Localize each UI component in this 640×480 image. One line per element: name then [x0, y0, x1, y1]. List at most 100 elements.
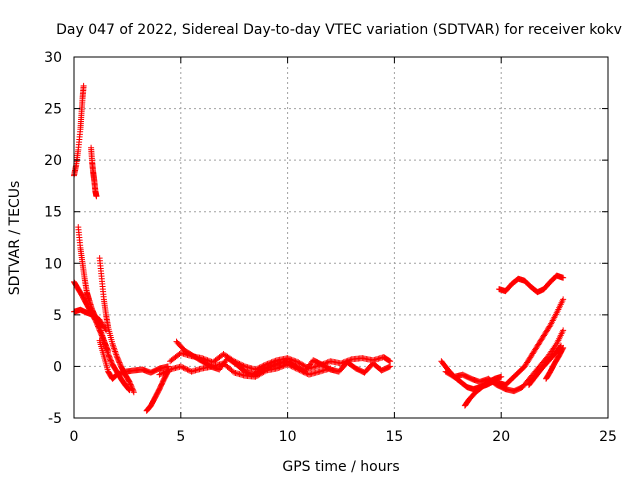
data-point	[184, 366, 191, 373]
data-point	[104, 346, 111, 353]
data-point	[180, 364, 187, 371]
data-point	[96, 326, 103, 333]
data-point	[103, 342, 110, 349]
series-arc-evening-3	[461, 373, 505, 409]
series-arc-early-mid-3	[96, 255, 137, 396]
data-point	[161, 369, 168, 376]
chart-title: Day 047 of 2022, Sidereal Day-to-day VTE…	[56, 22, 622, 38]
data-point	[115, 356, 122, 363]
data-point	[293, 358, 300, 365]
data-point	[103, 327, 110, 334]
data-point	[387, 363, 394, 370]
data-point	[285, 362, 292, 369]
data-point	[271, 358, 278, 365]
data-point	[299, 368, 306, 375]
data-point	[105, 347, 112, 354]
x-tick-label: 10	[279, 429, 297, 445]
data-point	[126, 378, 133, 385]
data-point	[105, 352, 112, 359]
data-point	[99, 335, 106, 342]
data-point	[107, 356, 114, 363]
data-point	[295, 366, 302, 373]
x-tick-label: 20	[492, 429, 510, 445]
data-point	[103, 344, 110, 351]
data-point	[297, 367, 304, 374]
data-point	[163, 368, 170, 375]
data-point	[284, 361, 291, 368]
y-axis-label: SDTVAR / TECUs	[7, 181, 23, 296]
data-point	[296, 367, 303, 374]
data-point	[128, 382, 135, 389]
data-point	[130, 389, 137, 396]
data-point	[292, 358, 299, 365]
data-point	[177, 363, 184, 370]
x-axis-label: GPS time / hours	[282, 459, 399, 475]
data-point	[116, 360, 123, 367]
data-point	[338, 360, 344, 367]
y-tick-label: 20	[44, 153, 62, 169]
data-point	[98, 332, 105, 339]
y-tick-label: 25	[44, 102, 62, 118]
y-tick-label: 15	[44, 205, 62, 221]
data-point	[113, 353, 120, 360]
series-arc-early-high-2	[88, 144, 100, 200]
series-arc-early-low-2	[96, 337, 171, 382]
data-point	[327, 365, 334, 372]
data-point	[93, 193, 100, 200]
y-tick-label: -5	[48, 411, 62, 427]
x-tick-label: 5	[176, 429, 185, 445]
series-arc-early-low-1	[71, 306, 110, 334]
data-point	[275, 364, 282, 371]
data-point	[293, 365, 300, 372]
data-point	[106, 353, 113, 360]
data-point	[301, 369, 308, 376]
y-tick-label: 10	[44, 256, 62, 272]
data-point	[96, 327, 103, 334]
data-point	[100, 336, 107, 343]
data-point	[300, 369, 307, 376]
data-point	[93, 320, 100, 327]
series-arc-evening-5	[543, 344, 567, 382]
data-point	[101, 338, 108, 345]
data-point	[560, 296, 567, 303]
data-point	[386, 363, 393, 370]
data-point	[129, 385, 136, 392]
data-point	[185, 367, 192, 374]
data-point	[94, 322, 101, 329]
data-point	[95, 323, 102, 330]
y-tick-label: 5	[53, 308, 62, 324]
data-point	[127, 380, 134, 387]
data-point	[273, 365, 280, 372]
data-point	[261, 368, 268, 375]
data-point	[98, 331, 105, 338]
data-point	[560, 327, 567, 334]
data-point	[164, 363, 171, 370]
data-point	[560, 344, 567, 351]
data-point	[265, 360, 272, 367]
data-points	[71, 82, 567, 414]
data-point	[125, 385, 132, 392]
data-point	[164, 367, 171, 374]
data-point	[106, 354, 113, 361]
data-point	[104, 345, 111, 352]
data-point	[129, 386, 136, 393]
x-tick-label: 15	[385, 429, 403, 445]
data-point	[156, 371, 163, 378]
data-point	[97, 329, 104, 336]
data-point	[128, 384, 135, 391]
series-arc-mid-day-3	[156, 360, 334, 380]
series-arc-evening-4	[525, 342, 565, 388]
data-point	[101, 340, 108, 347]
data-point	[289, 363, 296, 370]
axis-ticks: 0 5 10 15 20 25 -5 0 5 10 15 20 25 30	[44, 50, 617, 445]
data-point	[115, 358, 122, 365]
data-point	[114, 355, 121, 362]
data-point	[303, 370, 310, 377]
y-tick-label: 30	[44, 50, 62, 66]
data-point	[179, 364, 186, 371]
y-tick-label: 0	[53, 359, 62, 375]
x-tick-label: 25	[599, 429, 617, 445]
data-point	[560, 274, 567, 281]
data-point	[277, 363, 284, 370]
data-point	[130, 387, 137, 394]
